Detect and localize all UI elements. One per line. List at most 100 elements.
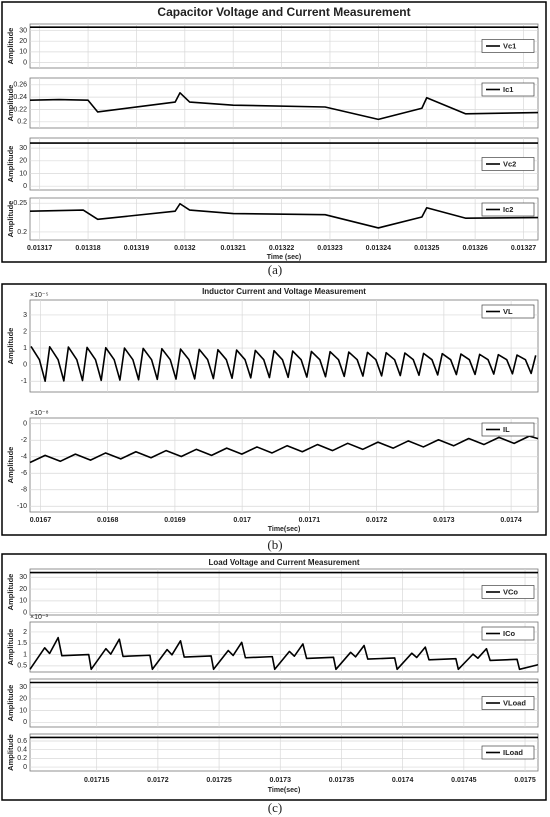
y-tick-label: 0.2: [17, 755, 27, 762]
legend-box: [481, 585, 535, 599]
x-tick-label: 0.0173: [270, 777, 292, 784]
caption: (b): [267, 537, 282, 552]
x-tick-label: 0.01319: [124, 245, 149, 252]
y-tick-label: 20: [19, 696, 27, 703]
subplot: 0.0167 0.0168 0.0169 0.017 0.0171 0.0172 0.017…: [6, 410, 539, 524]
y-tick-label: 0.2: [17, 119, 27, 126]
y-tick-label: 10: [19, 707, 27, 714]
panel-title: Capacitor Voltage and Current Measuremen…: [157, 5, 410, 19]
x-tick-label: 0.0168: [97, 517, 119, 524]
x-tick-label: 0.01317: [27, 245, 52, 252]
y-tick-label: -8: [21, 487, 27, 494]
x-tick-label: 0.0174: [392, 777, 414, 784]
x-tick-label: 0.0175: [514, 777, 536, 784]
y-tick-label: 0: [23, 59, 27, 66]
legend-box: [481, 745, 535, 760]
y-axis-label: Amplitude: [6, 574, 15, 611]
subplot: -1 0 1 2 3 Amplitude ×10⁻⁵ VL: [6, 292, 539, 393]
y-tick-label: 20: [19, 158, 27, 165]
y-axis-label: Amplitude: [6, 85, 15, 122]
x-tick-label: 0.0173: [433, 517, 455, 524]
x-axis-label: Time(sec): [268, 787, 301, 794]
y-axis-label: Amplitude: [6, 28, 15, 65]
data-line: [29, 636, 539, 671]
y-axis-label: Amplitude: [6, 447, 15, 484]
plot-area: [29, 197, 539, 241]
legend-box: [481, 157, 535, 171]
plot-area: [29, 417, 539, 513]
subplot: 0 10 20 30 Amplitude VCo: [6, 568, 539, 616]
data-line: [29, 435, 539, 464]
legend-label: ILoad: [503, 748, 523, 757]
y-tick-label: -4: [21, 454, 27, 461]
y-tick-label: 30: [19, 145, 27, 152]
data-line: [29, 202, 539, 229]
y-tick-label: 1.5: [17, 640, 27, 647]
legend-label: IL: [503, 425, 510, 434]
y-tick-label: 2: [23, 328, 27, 335]
y-tick-label: 0.25: [13, 200, 27, 207]
x-tick-label: 0.01715: [84, 777, 109, 784]
x-tick-label: 0.01325: [414, 245, 439, 252]
y-axis-label: Amplitude: [6, 734, 15, 771]
x-tick-label: 0.01326: [462, 245, 487, 252]
y-axis-label: Amplitude: [6, 328, 15, 365]
y-tick-label: 30: [19, 684, 27, 691]
y-tick-label: 20: [19, 586, 27, 593]
legend-label: Ic2: [503, 205, 513, 214]
caption: (c): [268, 800, 282, 815]
x-axis-label: Time (sec): [267, 254, 302, 261]
y-tick-label: 30: [19, 574, 27, 581]
caption: (a): [268, 262, 282, 277]
legend-box: [481, 39, 535, 53]
legend-box: [481, 202, 535, 217]
x-tick-label: 0.0172: [366, 517, 388, 524]
y-tick-label: 0.6: [17, 738, 27, 745]
y-tick-label: -1: [21, 378, 27, 385]
legend-label: Vc1: [503, 41, 516, 50]
y-tick-label: 30: [19, 27, 27, 34]
y-tick-label: 0: [23, 719, 27, 726]
y-tick-label: 10: [19, 170, 27, 177]
y-tick-label: -6: [21, 470, 27, 477]
subplot: 0 10 20 30 Amplitude VLoad: [6, 678, 539, 728]
subplot: 0.01715 0.0172 0.01725 0.0173 0.01735 0.0174 0…: [6, 733, 539, 784]
x-tick-label: 0.0167: [30, 517, 52, 524]
plot-area: [29, 678, 539, 728]
x-tick-label: 0.01725: [206, 777, 231, 784]
plot-area: [29, 77, 539, 129]
panel: Inductor Current and Voltage Measurement…: [1, 283, 547, 552]
data-line: [29, 92, 539, 121]
y-tick-label: 1: [23, 345, 27, 352]
x-tick-label: 0.01324: [366, 245, 391, 252]
panel-title: Inductor Current and Voltage Measurement: [202, 287, 366, 296]
subplot: 0.01317 0.01318 0.01319 0.0132 0.01321 0.0132…: [6, 197, 539, 252]
panel: Capacitor Voltage and Current Measuremen…: [1, 1, 547, 277]
y-tick-label: 0.4: [17, 747, 27, 754]
y-tick-label: 10: [19, 598, 27, 605]
panel: Load Voltage and Current Measurement Time…: [1, 553, 547, 815]
panel-title: Load Voltage and Current Measurement: [209, 558, 360, 567]
y-tick-label: 0: [23, 361, 27, 368]
y-tick-label: 0.22: [13, 106, 27, 113]
x-tick-label: 0.01323: [317, 245, 342, 252]
legend-label: VL: [503, 307, 513, 316]
y-tick-label: 0.26: [13, 82, 27, 89]
y-tick-label: -2: [21, 437, 27, 444]
plot-area: [29, 621, 539, 673]
x-tick-label: 0.0172: [147, 777, 169, 784]
y-tick-label: 0.2: [17, 229, 27, 236]
plot-area: [29, 568, 539, 616]
legend-box: [481, 82, 535, 97]
y-axis-label: Amplitude: [6, 201, 15, 238]
x-tick-label: 0.01318: [75, 245, 100, 252]
y-axis-label: Amplitude: [6, 629, 15, 666]
y-tick-label: 0.24: [13, 94, 27, 101]
legend-label: Vc2: [503, 159, 516, 168]
subplot: 0 10 20 30 Amplitude Vc1: [6, 23, 539, 69]
legend-box: [481, 696, 535, 710]
legend-box: [481, 626, 535, 641]
x-tick-label: 0.01322: [269, 245, 294, 252]
